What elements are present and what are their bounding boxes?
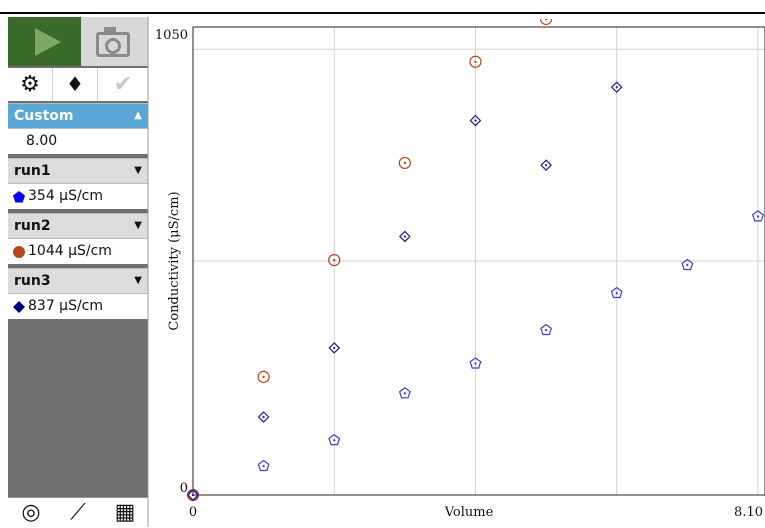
run2-header[interactable]: run2 ▼ xyxy=(8,213,148,238)
x-axis-label: Volume xyxy=(444,505,494,520)
run1-point xyxy=(610,286,623,299)
run1-point xyxy=(257,459,270,472)
chevron-up-icon: ▲ xyxy=(134,110,142,121)
chevron-down-icon: ▼ xyxy=(134,165,142,176)
play-icon xyxy=(35,28,61,56)
window-top-bar xyxy=(0,0,765,14)
map-pin-icon: ♦ xyxy=(66,72,84,96)
graph-view-button[interactable]: ⟋ xyxy=(55,498,101,528)
table-icon: ▦ xyxy=(114,500,136,525)
run3-reading-row: 837 μS/cm xyxy=(8,293,148,319)
run2-point xyxy=(398,156,411,170)
camera-icon xyxy=(104,27,116,32)
run3-reading: 837 μS/cm xyxy=(28,298,104,314)
x-tick-max: 8.10 xyxy=(734,505,763,520)
view-switcher: ◎ ⟋ ▦ xyxy=(8,497,148,528)
meter-view-button[interactable]: ◎ xyxy=(8,498,54,528)
custom-label: Custom xyxy=(14,108,74,124)
run1-point xyxy=(681,258,694,271)
chart-grid xyxy=(193,27,765,495)
y-tick-max: 1050 xyxy=(155,28,188,43)
run2-point xyxy=(469,55,482,68)
run1-reading: 354 μS/cm xyxy=(28,188,104,204)
run1-label: run1 xyxy=(14,163,51,179)
graph-icon: ⟋ xyxy=(70,500,86,525)
run3-label: run3 xyxy=(14,273,51,289)
run1-point xyxy=(328,433,341,446)
circle-icon xyxy=(13,246,25,258)
table-view-button[interactable]: ▦ xyxy=(102,498,148,528)
y-tick-min: 0 xyxy=(180,481,188,496)
toolbar: ⚙ ♦ ✔ xyxy=(8,68,148,101)
diamond-icon xyxy=(13,301,25,313)
run3-point xyxy=(610,81,623,94)
custom-header[interactable]: Custom ▲ xyxy=(8,103,148,128)
y-axis-label: Conductivity (μS/cm) xyxy=(167,191,182,330)
start-collection-button[interactable] xyxy=(8,17,81,66)
run2-label: run2 xyxy=(14,218,51,234)
run1-reading-row: 354 μS/cm xyxy=(8,183,148,209)
run3-point xyxy=(187,489,199,501)
run1-header[interactable]: run1 ▼ xyxy=(8,158,148,183)
data-markers xyxy=(186,2,764,502)
chevron-down-icon: ▼ xyxy=(134,220,142,231)
custom-value: 8.00 xyxy=(26,133,58,149)
checkmark-icon: ✔ xyxy=(113,72,133,97)
run2-point xyxy=(257,370,270,383)
run2-point xyxy=(539,19,553,26)
run3-point xyxy=(682,2,692,12)
run2-point xyxy=(328,254,341,267)
sidebar: ⚙ ♦ ✔ Custom ▲ 8.00 run1 ▼ 354 μS/cm run… xyxy=(8,17,148,527)
gauge-icon: ◎ xyxy=(21,500,41,525)
run1-point xyxy=(540,323,553,336)
run3-header[interactable]: run3 ▼ xyxy=(8,268,148,293)
run3-point xyxy=(257,411,270,423)
run1-point xyxy=(469,357,482,369)
x-tick-min: 0 xyxy=(189,505,197,520)
run3-point xyxy=(469,114,482,127)
run3-point xyxy=(399,230,411,243)
run2-reading: 1044 μS/cm xyxy=(28,243,112,259)
chevron-down-icon: ▼ xyxy=(134,275,142,286)
run3-point xyxy=(328,342,341,354)
snapshot-button[interactable] xyxy=(81,17,148,66)
pentagon-icon xyxy=(13,191,25,203)
custom-value-field[interactable]: 8.00 xyxy=(8,128,148,154)
keep-button[interactable]: ✔ xyxy=(98,68,148,101)
plot-frame xyxy=(192,26,765,496)
run2-reading-row: 1044 μS/cm xyxy=(8,238,148,264)
marker-button[interactable]: ♦ xyxy=(53,68,98,101)
run1-point xyxy=(751,210,764,222)
gear-icon: ⚙ xyxy=(20,72,40,97)
run3-point xyxy=(540,159,552,172)
settings-button[interactable]: ⚙ xyxy=(8,68,53,101)
run1-point xyxy=(398,387,411,399)
